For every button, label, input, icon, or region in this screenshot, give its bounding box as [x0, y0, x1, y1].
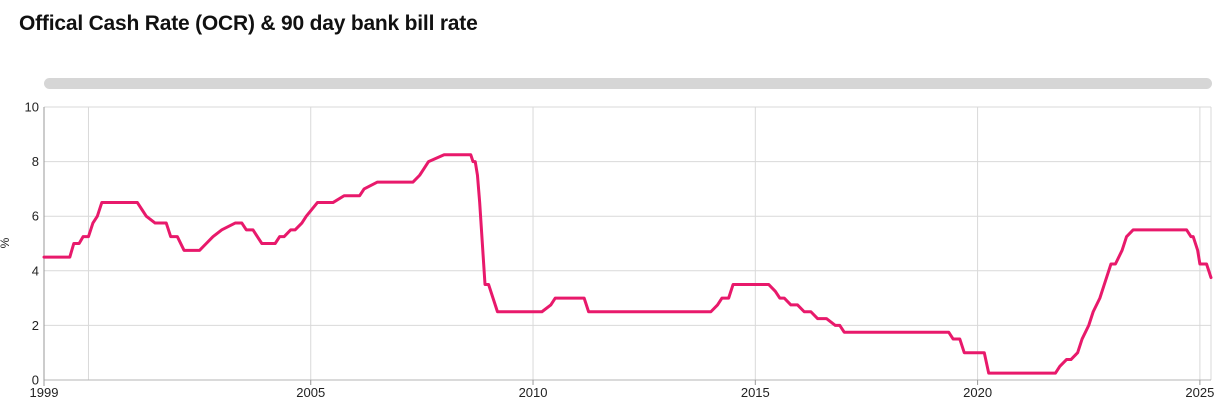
chart-title: Offical Cash Rate (OCR) & 90 day bank bi… — [19, 12, 478, 35]
x-tick-label: 1999 — [30, 385, 59, 400]
x-tick-label: 2020 — [963, 385, 992, 400]
y-tick-label: 2 — [32, 318, 39, 333]
grid-lines — [44, 106, 1212, 380]
y-tick-label: 6 — [32, 209, 39, 224]
x-tick-label: 2015 — [741, 385, 770, 400]
y-tick-label: 10 — [25, 100, 39, 115]
range-scrollbar[interactable] — [44, 78, 1212, 89]
series-layer — [42, 153, 1213, 375]
y-axis-title: % — [0, 237, 12, 248]
x-tick-label: 2005 — [296, 385, 325, 400]
axes — [43, 107, 1211, 386]
y-tick-label: 0 — [32, 373, 39, 388]
x-tick-label: 2025 — [1185, 385, 1214, 400]
x-tick-label: 2010 — [519, 385, 548, 400]
ocr-series-line[interactable] — [42, 153, 1213, 375]
tick-labels: 0 2 4 6 8 10 1999 2005 2010 2015 2020 2025 — [25, 100, 1215, 401]
y-tick-label: 8 — [32, 154, 39, 169]
y-tick-label: 4 — [32, 263, 39, 278]
